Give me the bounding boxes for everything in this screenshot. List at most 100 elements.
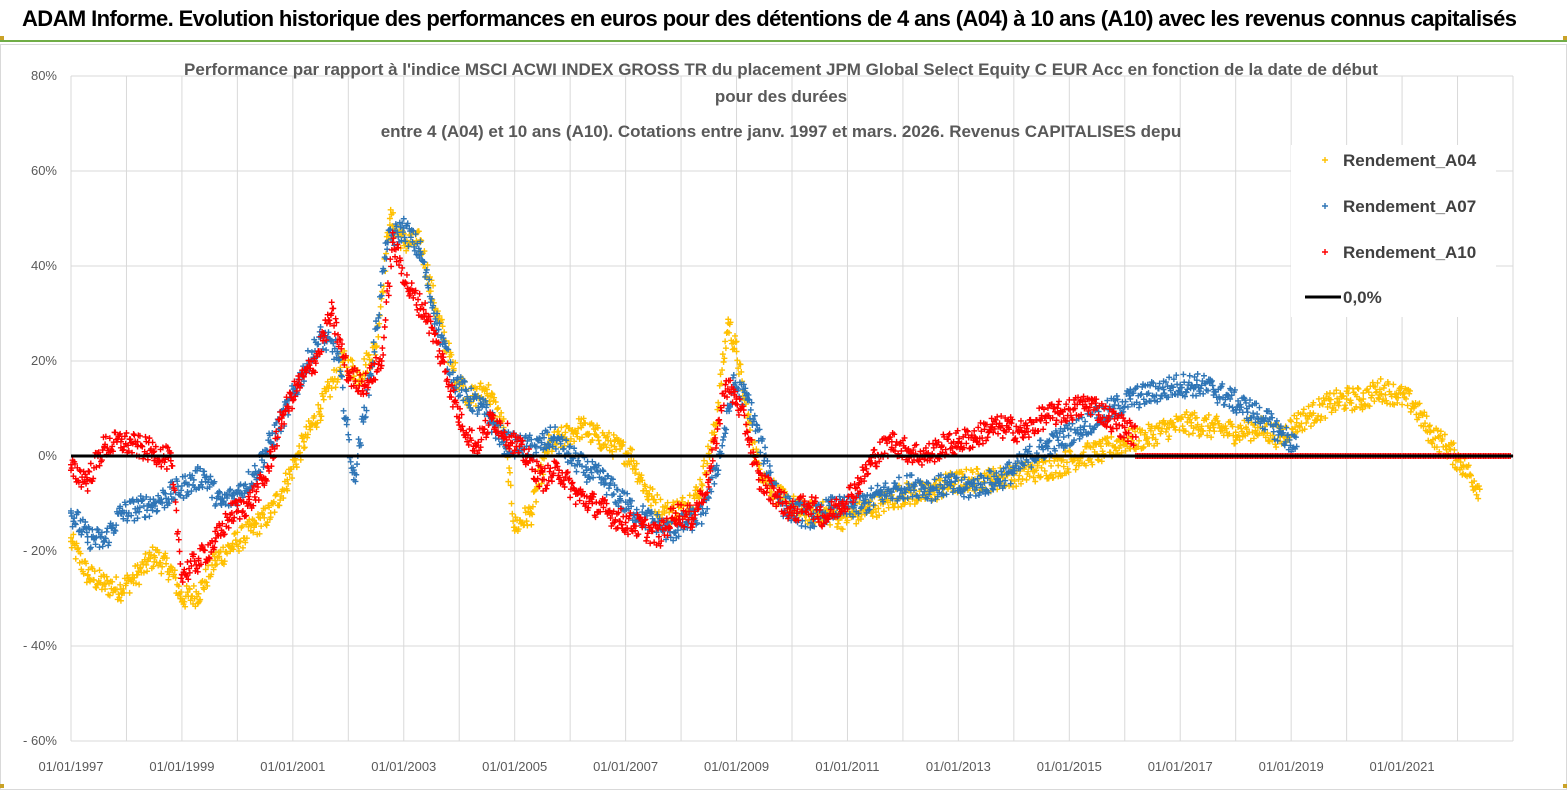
data-point — [690, 492, 697, 499]
data-point — [639, 477, 646, 484]
data-point — [103, 573, 110, 580]
data-point — [951, 481, 958, 488]
data-point — [438, 316, 445, 323]
data-point — [1465, 462, 1472, 469]
data-point — [1336, 398, 1343, 405]
data-point — [284, 487, 291, 494]
data-point — [1252, 427, 1259, 434]
data-point — [1238, 425, 1245, 432]
data-point — [1377, 375, 1384, 382]
data-point — [573, 430, 580, 437]
data-point — [511, 524, 518, 531]
data-point — [144, 456, 151, 463]
data-point — [328, 299, 335, 306]
data-point — [1360, 389, 1367, 396]
data-point — [289, 382, 296, 389]
data-point — [1025, 434, 1032, 441]
data-point — [649, 486, 656, 493]
data-point — [68, 538, 74, 545]
data-point — [1273, 444, 1280, 451]
data-point — [1441, 431, 1448, 438]
data-point — [1105, 440, 1112, 447]
data-point — [1112, 444, 1119, 451]
data-point — [293, 464, 300, 471]
data-point — [1097, 440, 1104, 447]
data-point — [120, 515, 127, 522]
data-point — [1232, 429, 1239, 436]
data-point — [335, 357, 342, 364]
data-point — [1152, 436, 1159, 443]
data-point — [405, 243, 412, 250]
data-point — [1407, 408, 1414, 415]
data-point — [93, 584, 100, 591]
data-point — [136, 581, 143, 588]
data-point — [868, 485, 875, 492]
data-point — [199, 484, 206, 491]
data-point — [414, 306, 421, 313]
data-point — [839, 526, 846, 533]
data-point — [102, 586, 109, 593]
data-point — [931, 491, 938, 498]
data-point — [304, 347, 311, 354]
data-point — [1139, 445, 1146, 452]
data-point — [142, 550, 149, 557]
data-point — [1303, 419, 1310, 426]
data-point — [1365, 389, 1372, 396]
data-point — [113, 522, 120, 529]
data-point — [411, 243, 418, 250]
data-point — [632, 466, 639, 473]
data-point — [1439, 436, 1446, 443]
data-point — [697, 476, 704, 483]
data-point — [1270, 428, 1277, 435]
data-point — [589, 437, 596, 444]
data-point — [324, 378, 331, 385]
data-point — [620, 439, 627, 446]
data-point — [70, 531, 77, 538]
data-point — [1055, 437, 1062, 444]
data-point — [1139, 427, 1146, 434]
data-point — [1250, 435, 1257, 442]
data-point — [188, 488, 195, 495]
data-point — [397, 224, 404, 231]
data-point — [90, 577, 97, 584]
data-point — [555, 428, 562, 435]
data-point — [153, 508, 160, 515]
data-point — [73, 540, 80, 547]
data-point — [124, 517, 131, 524]
data-point — [1471, 478, 1478, 485]
data-point — [1104, 434, 1111, 441]
data-point — [715, 399, 722, 406]
data-point — [365, 352, 372, 359]
data-point — [1063, 459, 1070, 466]
data-point — [572, 501, 579, 508]
data-point — [128, 512, 135, 519]
data-point — [376, 320, 383, 327]
data-point — [1179, 423, 1186, 430]
data-point — [500, 415, 507, 422]
data-point — [1264, 430, 1271, 437]
data-point — [1327, 396, 1334, 403]
data-point — [1476, 486, 1483, 493]
data-point — [571, 438, 578, 445]
data-point — [68, 544, 75, 551]
data-point — [1390, 381, 1397, 388]
data-point — [1249, 429, 1256, 436]
data-point — [178, 589, 185, 596]
data-point — [177, 492, 184, 499]
data-point — [317, 323, 324, 330]
data-point — [521, 505, 528, 512]
data-point — [1060, 463, 1067, 470]
data-point — [399, 229, 406, 236]
data-point — [732, 332, 739, 339]
data-point — [338, 373, 345, 380]
data-point — [193, 467, 200, 474]
data-point — [1410, 400, 1417, 407]
data-point — [424, 261, 431, 268]
data-point — [510, 518, 517, 525]
data-point — [644, 534, 651, 541]
data-point — [111, 527, 118, 534]
data-point — [177, 560, 184, 567]
data-point — [1371, 398, 1378, 405]
data-point — [1182, 428, 1189, 435]
data-point — [270, 498, 277, 505]
